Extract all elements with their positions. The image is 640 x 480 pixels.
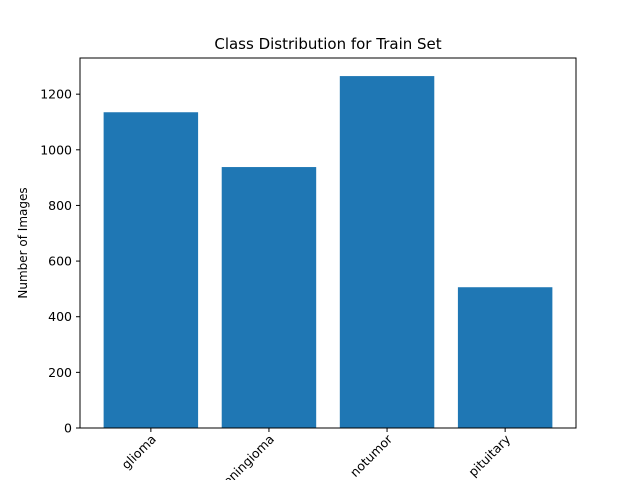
y-axis: 0 200 400 600 800 1000 1200: [40, 87, 80, 436]
y-tick-label: 800: [48, 198, 72, 213]
y-tick-label: 600: [48, 254, 72, 269]
x-tick-label-glioma: glioma: [118, 432, 159, 473]
y-tick-label: 400: [48, 309, 72, 324]
x-tick-label-notumor: notumor: [347, 431, 396, 480]
chart-title: Class Distribution for Train Set: [214, 35, 441, 53]
bar-meningioma: [221, 167, 317, 429]
bar-glioma: [103, 112, 199, 428]
plot-frame: [79, 57, 577, 429]
bar-pituitary: [457, 287, 553, 428]
x-axis: glioma meningioma notumor pituitary: [118, 428, 514, 480]
y-axis-label: Number of Images: [16, 187, 30, 298]
y-tick-label: 1000: [40, 142, 72, 157]
y-tick-label: 0: [64, 421, 72, 436]
x-tick-label-meningioma: meningioma: [211, 432, 277, 480]
y-tick-label: 1200: [40, 87, 72, 102]
y-tick-label: 200: [48, 365, 72, 380]
bar-notumor: [339, 76, 435, 428]
x-tick-label-pituitary: pituitary: [465, 431, 513, 479]
bars-group: [103, 76, 553, 429]
